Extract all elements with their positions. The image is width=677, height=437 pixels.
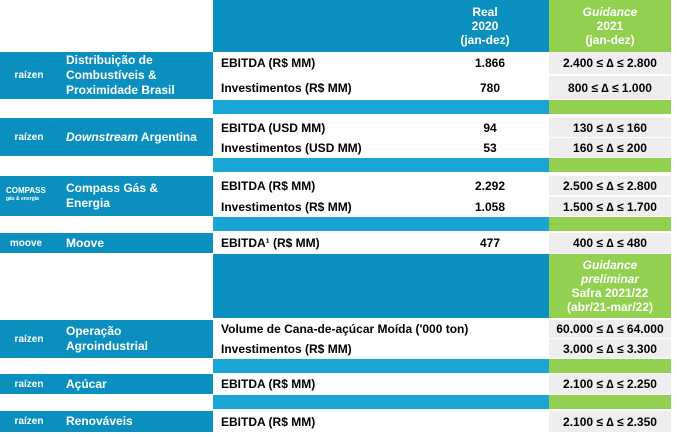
raizen-logo: raízen: [14, 416, 44, 427]
metric-label: Volume de Cana-de-açúcar Moída ('000 ton…: [213, 320, 549, 338]
separator-bar: [213, 158, 549, 172]
guidance-value: 1.500 ≤ ∆ ≤ 1.700: [549, 197, 671, 216]
segment-distribuicao: [0, 52, 213, 99]
compass-logo: COMPASS gás & energia: [6, 186, 56, 206]
segment-name: Downstream Argentina: [66, 118, 211, 156]
metric-label: Investimentos (R$ MM): [213, 197, 431, 216]
separator-bar-green: [549, 359, 671, 373]
header-guidance-safra: Guidance preliminar Safra 2021/22 (abr/2…: [549, 254, 671, 318]
guidance-value: 3.000 ≤ ∆ ≤ 3.300: [549, 339, 671, 358]
guidance-value: 60.000 ≤ ∆ ≤ 64.000: [549, 320, 671, 338]
compass-logo-text: COMPASS: [6, 186, 46, 195]
segment-moove: [0, 233, 213, 253]
guidance-value: 2.100 ≤ ∆ ≤ 2.250: [549, 374, 671, 394]
metric-label: Investimentos (USD MM): [213, 138, 431, 157]
raizen-logo: raízen: [14, 378, 44, 390]
metric-label: Investimentos (R$ MM): [213, 76, 431, 99]
header-safra-line4: (abr/21-mar/22): [566, 300, 654, 314]
header-guidance-line1: Guidance: [582, 5, 638, 19]
header-blue-band: [213, 0, 549, 52]
raizen-logo: raízen: [14, 70, 44, 81]
header-guidance-line2: 2021: [596, 19, 624, 33]
metric-label: EBITDA (R$ MM): [213, 52, 431, 74]
header2-blue-band: [213, 254, 549, 318]
header-safra-line1: Guidance: [582, 258, 638, 272]
segment-renovaveis: [0, 411, 213, 432]
guidance-value: 2.400 ≤ ∆ ≤ 2.800: [549, 52, 671, 74]
header-real-line1: Real: [472, 5, 498, 19]
separator-bar-green: [549, 158, 671, 172]
moove-logo: moove: [9, 237, 43, 249]
header-safra-line3: Safra 2021/22: [571, 286, 649, 300]
header-safra-line2: preliminar: [580, 272, 640, 286]
guidance-value: 2.100 ≤ ∆ ≤ 2.350: [549, 411, 671, 432]
header-guidance-line3: (jan-dez): [585, 33, 635, 47]
guidance-value: 130 ≤ ∆ ≤ 160: [549, 118, 671, 137]
separator-bar: [213, 395, 549, 409]
segment-acucar: [0, 374, 213, 394]
raizen-logo: raízen: [14, 333, 44, 345]
segment-name-rest: Argentina: [138, 129, 197, 144]
guidance-value: 2.500 ≤ ∆ ≤ 2.800: [549, 176, 671, 195]
guidance-value: 400 ≤ ∆ ≤ 480: [549, 233, 671, 253]
header-real: Real 2020 (jan-dez): [430, 2, 540, 50]
separator-bar: [213, 359, 549, 373]
real-value: 53: [431, 138, 549, 157]
segment-name-italic: Downstream: [66, 129, 139, 144]
segment-name: Moove: [66, 235, 105, 250]
segment-name: Açúcar: [66, 376, 107, 391]
guidance-value: 800 ≤ ∆ ≤ 1.000: [549, 76, 671, 99]
raizen-logo: raízen: [14, 131, 44, 143]
separator-bar: [213, 217, 549, 231]
segment-downstream: [0, 118, 213, 156]
real-value: 1.866: [431, 52, 549, 74]
separator-bar: [213, 100, 549, 114]
segment-name: Compass Gás & Energia: [66, 181, 159, 210]
metric-label: EBITDA (R$ MM): [213, 374, 549, 394]
segment-name: Operação Agroindustrial: [66, 324, 149, 353]
compass-logo-sub: gás & energia: [6, 196, 39, 202]
real-value: 477: [431, 233, 549, 253]
real-value: 2.292: [431, 176, 549, 195]
segment-name: Renováveis: [66, 414, 133, 428]
metric-label: EBITDA (R$ MM): [213, 411, 549, 432]
real-value: 780: [431, 76, 549, 99]
segment-agroindustrial: [0, 320, 213, 358]
header-real-line3: (jan-dez): [460, 33, 510, 47]
real-value: 94: [431, 118, 549, 137]
header-guidance: Guidance 2021 (jan-dez): [549, 0, 671, 52]
metric-label: Investimentos (R$ MM): [213, 339, 549, 358]
segment-name: Distribuição de Combustíveis & Proximida…: [66, 53, 175, 97]
metric-label: EBITDA¹ (R$ MM): [213, 233, 431, 253]
segment-compass: [0, 176, 213, 216]
metric-label: EBITDA (R$ MM): [213, 176, 431, 195]
real-value: 1.058: [431, 197, 549, 216]
metric-label: EBITDA (USD MM): [213, 118, 431, 137]
separator-bar-green: [549, 217, 671, 231]
guidance-value: 160 ≤ ∆ ≤ 200: [549, 138, 671, 157]
separator-bar-green: [549, 395, 671, 409]
separator-bar-green: [549, 100, 671, 114]
header-real-line2: 2020: [471, 19, 499, 33]
